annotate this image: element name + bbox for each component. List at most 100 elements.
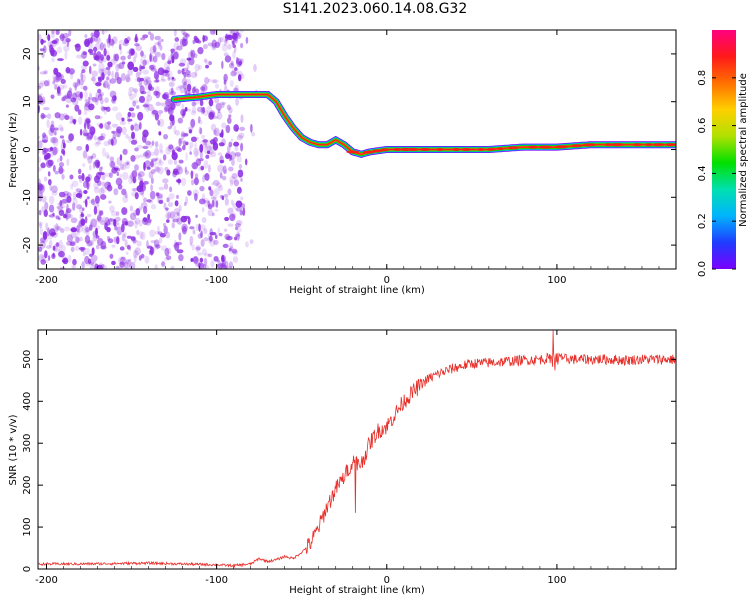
noise-speckle	[217, 152, 223, 156]
noise-speckle	[162, 222, 167, 228]
noise-speckle	[115, 112, 123, 121]
noise-speckle	[143, 180, 149, 185]
noise-speckle	[135, 208, 141, 216]
noise-speckle	[62, 95, 67, 101]
noise-speckle	[125, 76, 132, 83]
noise-speckle	[82, 224, 89, 234]
noise-speckle	[167, 211, 172, 219]
noise-speckle	[99, 92, 104, 97]
noise-speckle	[159, 149, 164, 154]
noise-speckle	[95, 97, 99, 106]
noise-speckle	[234, 236, 240, 241]
noise-speckle	[113, 236, 117, 243]
noise-speckle	[83, 132, 90, 137]
noise-speckle	[59, 33, 65, 42]
noise-speckle	[200, 230, 203, 239]
noise-speckle	[101, 72, 105, 81]
noise-speckle	[55, 215, 60, 220]
noise-speckle	[234, 223, 241, 228]
noise-speckle	[186, 62, 190, 70]
snr-x-axis-label: Height of straight line (km)	[289, 585, 425, 596]
noise-speckle	[236, 186, 242, 194]
noise-speckle	[123, 231, 127, 238]
noise-speckle	[182, 67, 189, 71]
noise-speckle	[81, 173, 85, 182]
noise-speckle	[126, 161, 130, 165]
noise-speckle	[166, 219, 170, 223]
noise-speckle	[180, 108, 187, 117]
noise-speckle	[71, 264, 77, 269]
noise-speckle	[84, 117, 91, 126]
noise-speckle	[225, 124, 231, 134]
noise-speckle	[47, 227, 50, 237]
noise-speckle	[149, 229, 156, 238]
noise-speckle	[76, 204, 83, 210]
noise-speckle	[89, 97, 97, 101]
noise-speckle	[165, 207, 169, 211]
noise-speckle	[43, 209, 48, 217]
noise-speckle	[185, 69, 190, 77]
noise-speckle	[132, 99, 140, 104]
noise-speckle	[229, 179, 234, 187]
noise-speckle	[197, 119, 203, 125]
noise-speckle	[166, 169, 171, 176]
noise-speckle	[87, 96, 91, 105]
noise-speckle	[238, 74, 242, 82]
snr-y-tick-label: 500	[22, 350, 33, 369]
noise-speckle	[48, 214, 56, 218]
noise-speckle	[184, 201, 187, 207]
noise-speckle	[52, 80, 56, 85]
noise-speckle	[111, 167, 118, 174]
noise-speckle	[154, 141, 159, 148]
noise-speckle	[89, 164, 92, 171]
noise-speckle	[145, 99, 150, 109]
noise-speckle	[154, 112, 159, 121]
noise-speckle	[89, 126, 96, 136]
noise-speckle	[99, 76, 103, 82]
noise-speckle	[203, 197, 210, 207]
noise-speckle	[83, 108, 88, 116]
snr-plot-area	[38, 330, 676, 569]
noise-speckle	[153, 70, 160, 80]
noise-speckle	[227, 43, 232, 50]
noise-speckle	[138, 219, 143, 227]
noise-speckle	[199, 257, 204, 263]
noise-speckle	[85, 262, 91, 267]
noise-speckle	[158, 199, 164, 204]
noise-speckle	[124, 239, 128, 248]
noise-speckle	[137, 173, 142, 181]
noise-speckle	[191, 101, 197, 107]
noise-speckle	[163, 69, 170, 74]
snr-x-tick-label: 0	[384, 575, 390, 586]
noise-speckle	[53, 76, 60, 83]
snr-y-tick-label: 400	[22, 392, 33, 411]
noise-speckle	[124, 38, 129, 44]
noise-speckle	[100, 72, 104, 82]
noise-speckle	[39, 237, 46, 243]
noise-speckle	[54, 170, 59, 175]
noise-speckle	[138, 154, 144, 158]
colorbar-tick-label: 0.4	[697, 165, 708, 181]
noise-speckle	[201, 207, 205, 213]
noise-speckle	[191, 257, 194, 262]
noise-speckle	[209, 30, 216, 35]
noise-speckle	[190, 258, 194, 262]
noise-speckle	[130, 48, 135, 56]
noise-speckle	[76, 145, 83, 151]
noise-speckle	[76, 225, 80, 233]
noise-speckle	[113, 188, 119, 196]
noise-speckle	[185, 152, 188, 161]
noise-speckle	[83, 104, 91, 111]
noise-speckle	[94, 42, 102, 51]
noise-speckle	[235, 207, 243, 212]
noise-speckle	[171, 222, 176, 229]
noise-speckle	[47, 178, 52, 186]
noise-speckle	[55, 38, 59, 42]
noise-speckle	[190, 49, 193, 58]
noise-speckle	[177, 148, 183, 153]
noise-speckle	[65, 96, 72, 104]
noise-speckle	[116, 171, 120, 177]
noise-speckle	[82, 150, 88, 159]
noise-speckle	[228, 166, 234, 172]
noise-speckle	[38, 179, 41, 184]
